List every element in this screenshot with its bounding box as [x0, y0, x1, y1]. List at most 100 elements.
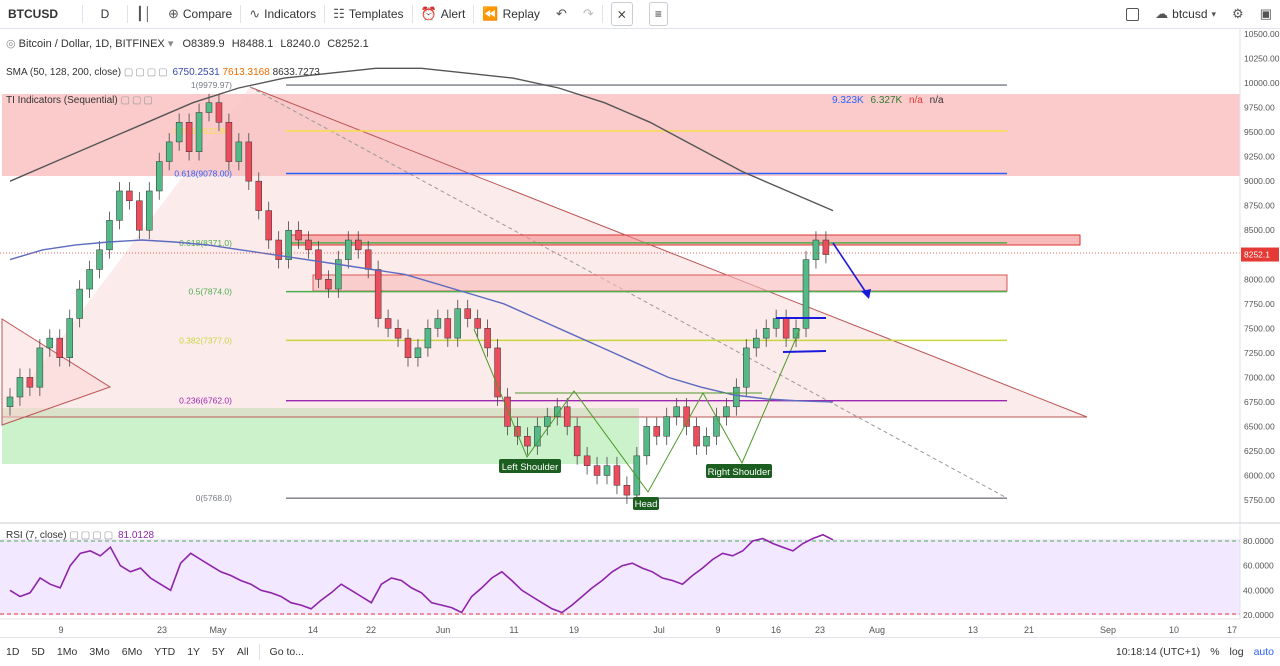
range-1y[interactable]: 1Y: [187, 646, 201, 658]
right-shoulder-label: Right Shoulder: [708, 467, 771, 478]
indicators-button[interactable]: ∿ Indicators: [241, 0, 324, 28]
candle-body: [255, 180, 262, 211]
rsi-controls-icon[interactable]: ▢▢▢▢: [69, 530, 116, 541]
price-axis[interactable]: 10500.00 10250.00 10000.00 9750.00 9500.00 92…: [1239, 29, 1280, 523]
fullscreen-button[interactable]: [1118, 0, 1147, 28]
chart-type-button[interactable]: ┃│: [128, 0, 160, 28]
candle-body: [723, 406, 730, 417]
range-1d[interactable]: 1D: [6, 646, 20, 658]
symbol-search[interactable]: BTCUSD: [8, 7, 58, 21]
candle-body: [424, 328, 432, 349]
candle-body: [265, 210, 272, 241]
auto-toggle[interactable]: auto: [1253, 646, 1274, 658]
rsi-axis-bg: [1240, 524, 1280, 619]
chevron-down-icon[interactable]: ▾: [167, 38, 174, 50]
ti-controls-icon[interactable]: ▢▢▢: [120, 95, 155, 106]
range-1mo[interactable]: 1Mo: [56, 646, 78, 658]
candle-body: [185, 122, 193, 152]
candle-body: [126, 190, 133, 202]
time-tick-label: 16: [771, 625, 781, 635]
candle-body: [573, 426, 581, 457]
replay-button[interactable]: ⏪ Replay: [474, 0, 548, 28]
rsi-label[interactable]: RSI (7, close): [6, 530, 67, 541]
alarm-icon: ⏰: [420, 6, 437, 21]
bottom-right: 10:18:14 (UTC+1) % log auto: [1116, 638, 1274, 666]
time-tick-label: Sep: [1100, 625, 1116, 635]
price-tick-label: 10500.00: [1244, 29, 1280, 39]
camera-button[interactable]: ▣: [1252, 0, 1280, 28]
compare-button[interactable]: ⊕ Compare: [160, 0, 240, 28]
object-tree-button[interactable]: ≡: [641, 0, 676, 28]
candle-body: [404, 337, 412, 358]
fib-retracement: 1(9979.97) 0.786(9512.00) 0.618(9078.00) 0.…: [174, 80, 1007, 503]
alert-button[interactable]: ⏰ Alert: [413, 0, 474, 28]
price-tick-label: 7250.00: [1244, 348, 1275, 358]
range-ytd[interactable]: YTD: [154, 646, 176, 658]
range-6mo[interactable]: 6Mo: [121, 646, 143, 658]
time-tick-label: 21: [1024, 625, 1034, 635]
settings-button[interactable]: ⚙: [1224, 0, 1252, 28]
undo-icon: ↶: [555, 6, 567, 21]
indicators-icon: ∿: [249, 6, 261, 21]
ti-label[interactable]: TI Indicators (Sequential): [6, 95, 118, 106]
redo-button[interactable]: ↷: [575, 0, 602, 28]
rsi-band: [0, 539, 1240, 615]
range-5y[interactable]: 5Y: [212, 646, 225, 658]
candle-body: [524, 435, 531, 447]
time-tick-label: 11: [509, 625, 518, 635]
templates-button[interactable]: ☷ Templates: [325, 0, 411, 28]
ohlc-open: O8389.9: [182, 38, 225, 50]
candle-body: [444, 318, 452, 339]
fib-level-label: 0.5(7874.0): [189, 287, 233, 297]
replay-icon: ⏪: [482, 6, 499, 21]
chart-canvas[interactable]: 1(9979.97) 0.786(9512.00) 0.618(9078.00) 0.…: [0, 29, 1280, 637]
account-label: btcusd: [1172, 7, 1208, 21]
time-tick-label: 9: [58, 625, 63, 635]
divider: [240, 5, 242, 23]
candle-body: [743, 347, 750, 388]
time-tick-label: May: [209, 625, 227, 635]
percent-toggle[interactable]: %: [1210, 646, 1220, 658]
candle-body: [494, 347, 501, 398]
clock-label[interactable]: 10:18:14 (UTC+1): [1115, 646, 1201, 658]
goto-button[interactable]: Go to...: [269, 646, 304, 658]
candle-body: [56, 337, 63, 358]
drawing-tools-button[interactable]: ⨯: [603, 0, 641, 28]
time-tick-label: Jul: [653, 625, 665, 635]
price-tick-label: 7750.00: [1244, 299, 1275, 309]
templates-label: Templates: [348, 7, 404, 21]
rsi-tick-label: 60.0000: [1243, 561, 1274, 571]
ti-value-3: n/a: [908, 95, 923, 106]
square-icon: [1126, 7, 1140, 21]
layout-menu[interactable]: ☁ btcusd ▾: [1147, 0, 1224, 28]
interval-button[interactable]: D: [100, 7, 110, 21]
series-title[interactable]: Bitcoin / Dollar, 1D, BITFINEX: [18, 38, 165, 50]
cloud-icon: ☁: [1155, 6, 1169, 21]
candle-body: [96, 249, 103, 270]
range-all[interactable]: All: [236, 646, 249, 658]
projection-arrow: [832, 242, 870, 298]
range-3mo[interactable]: 3Mo: [89, 646, 110, 658]
fib-level-label: 0.382(7377.0): [179, 335, 232, 345]
sma-controls-icon[interactable]: ▢▢▢▢: [123, 67, 170, 78]
time-axis[interactable]: 9 23 May 14 22 Jun 11 19 Jul 9 16 23 Aug 13 21 Sep 10 17: [58, 625, 1237, 635]
range-5d[interactable]: 5D: [31, 646, 45, 658]
candle-body: [66, 318, 73, 358]
chart-area[interactable]: 1(9979.97) 0.786(9512.00) 0.618(9078.00) 0.…: [0, 29, 1280, 637]
candle-body: [593, 465, 601, 476]
ohlc-high: H8488.1: [231, 38, 274, 50]
undo-button[interactable]: ↶: [548, 0, 575, 28]
ti-value-1: 9.323K: [832, 95, 864, 106]
log-toggle[interactable]: log: [1229, 646, 1244, 658]
arrow-head-icon: [861, 289, 871, 299]
candlestick-series: [6, 93, 830, 504]
candle-body: [355, 239, 362, 251]
rsi-tick-label: 80.0000: [1243, 536, 1274, 546]
candle-body: [583, 455, 591, 466]
candle-body: [315, 249, 322, 280]
current-price-tag: [1241, 247, 1279, 262]
candle-body: [394, 328, 402, 339]
sma-label[interactable]: SMA (50, 128, 200, close): [6, 67, 122, 78]
candle-body: [534, 426, 541, 447]
chevron-down-icon: ▾: [1211, 8, 1217, 19]
